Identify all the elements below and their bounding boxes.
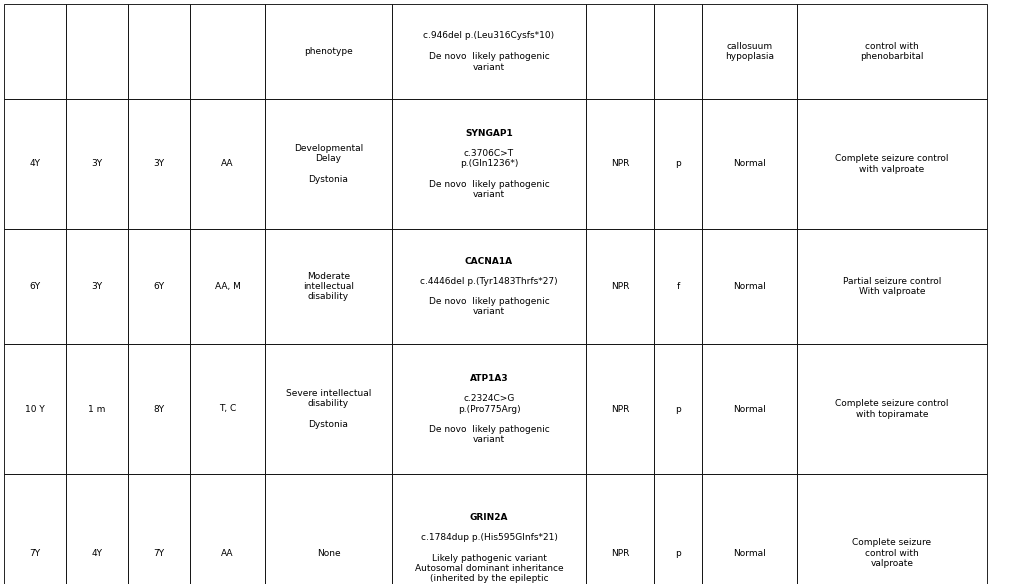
Bar [392, 229, 586, 344]
Bar [586, 229, 654, 344]
Bar [702, 229, 797, 344]
Text: Likely pathogenic variant: Likely pathogenic variant [432, 554, 546, 562]
Text: Normal: Normal [733, 159, 766, 169]
Bar [654, 4, 702, 99]
Bar [702, 474, 797, 584]
Text: SYNGAP1: SYNGAP1 [466, 129, 513, 138]
Bar [586, 99, 654, 229]
Text: c.946del p.(Leu316Cysfs*10)

De novo  likely pathogenic
variant: c.946del p.(Leu316Cysfs*10) De novo like… [424, 32, 554, 72]
Text: None: None [317, 548, 340, 558]
Text: 4Y: 4Y [92, 548, 102, 558]
Text: Moderate
intellectual
disability: Moderate intellectual disability [303, 272, 354, 301]
Text: 1 m: 1 m [88, 405, 106, 413]
Text: Complete seizure control
with topiramate: Complete seizure control with topiramate [835, 399, 949, 419]
Text: control with
phenobarbital: control with phenobarbital [861, 42, 924, 61]
Bar [4, 229, 66, 344]
Bar [190, 474, 265, 584]
Text: p: p [675, 405, 681, 413]
Text: NPR: NPR [611, 548, 629, 558]
Text: ATP1A3: ATP1A3 [470, 374, 508, 383]
Bar [797, 474, 987, 584]
Bar [190, 344, 265, 474]
Bar [128, 474, 190, 584]
Bar [654, 229, 702, 344]
Text: Severe intellectual
disability

Dystonia: Severe intellectual disability Dystonia [286, 389, 372, 429]
Bar [265, 474, 392, 584]
Text: 7Y: 7Y [153, 548, 164, 558]
Text: Complete seizure control
with valproate: Complete seizure control with valproate [835, 154, 949, 173]
Text: variant: variant [473, 434, 505, 444]
Bar [265, 229, 392, 344]
Bar [128, 4, 190, 99]
Text: c.3706C>T: c.3706C>T [464, 150, 514, 158]
Bar [654, 99, 702, 229]
Text: c.2324C>G: c.2324C>G [464, 394, 515, 404]
Bar [4, 474, 66, 584]
Bar [4, 4, 66, 99]
Text: f: f [676, 282, 680, 291]
Text: (inherited by the epileptic: (inherited by the epileptic [430, 573, 548, 583]
Text: 3Y: 3Y [153, 159, 164, 169]
Text: Autosomal dominant inheritance: Autosomal dominant inheritance [415, 564, 564, 573]
Bar [392, 4, 586, 99]
Bar [392, 99, 586, 229]
Text: 6Y: 6Y [153, 282, 164, 291]
Bar [654, 474, 702, 584]
Text: 7Y: 7Y [30, 548, 41, 558]
Bar [265, 4, 392, 99]
Text: De novo  likely pathogenic: De novo likely pathogenic [429, 297, 549, 306]
Bar [586, 4, 654, 99]
Text: GRIN2A: GRIN2A [470, 513, 508, 522]
Text: c.4446del p.(Tyr1483Thrfs*27): c.4446del p.(Tyr1483Thrfs*27) [421, 277, 557, 286]
Bar [797, 99, 987, 229]
Bar [128, 99, 190, 229]
Bar [797, 229, 987, 344]
Bar [797, 344, 987, 474]
Bar [586, 344, 654, 474]
Bar [128, 229, 190, 344]
Bar [797, 4, 987, 99]
Bar [4, 99, 66, 229]
Text: callosuum
hypoplasia: callosuum hypoplasia [725, 42, 774, 61]
Bar [4, 344, 66, 474]
Bar [190, 99, 265, 229]
Text: T, C: T, C [218, 405, 236, 413]
Text: De novo  likely pathogenic: De novo likely pathogenic [429, 180, 549, 189]
Text: 10 Y: 10 Y [26, 405, 45, 413]
Bar [392, 474, 586, 584]
Text: variant: variant [473, 307, 505, 316]
Text: 6Y: 6Y [30, 282, 41, 291]
Text: c.1784dup p.(His595Glnfs*21): c.1784dup p.(His595Glnfs*21) [421, 533, 557, 543]
Text: NPR: NPR [611, 159, 629, 169]
Bar [66, 4, 128, 99]
Bar [265, 344, 392, 474]
Text: 4Y: 4Y [30, 159, 41, 169]
Bar [392, 344, 586, 474]
Text: p: p [675, 159, 681, 169]
Bar [265, 99, 392, 229]
Text: p.(Pro775Arg): p.(Pro775Arg) [457, 405, 521, 413]
Text: AA: AA [222, 159, 234, 169]
Bar [586, 474, 654, 584]
Text: 8Y: 8Y [153, 405, 164, 413]
Text: p.(Gln1236*): p.(Gln1236*) [459, 159, 519, 169]
Text: 3Y: 3Y [92, 282, 102, 291]
Text: Normal: Normal [733, 548, 766, 558]
Bar [702, 4, 797, 99]
Text: NPR: NPR [611, 405, 629, 413]
Text: 3Y: 3Y [92, 159, 102, 169]
Bar [128, 344, 190, 474]
Text: phenotype: phenotype [304, 47, 353, 56]
Text: p: p [675, 548, 681, 558]
Bar [654, 344, 702, 474]
Bar [702, 344, 797, 474]
Text: De novo  likely pathogenic: De novo likely pathogenic [429, 425, 549, 434]
Text: Normal: Normal [733, 282, 766, 291]
Text: Complete seizure
control with
valproate: Complete seizure control with valproate [853, 538, 931, 568]
Text: AA, M: AA, M [214, 282, 240, 291]
Text: NPR: NPR [611, 282, 629, 291]
Bar [702, 99, 797, 229]
Text: variant: variant [473, 190, 505, 199]
Bar [66, 344, 128, 474]
Text: AA: AA [222, 548, 234, 558]
